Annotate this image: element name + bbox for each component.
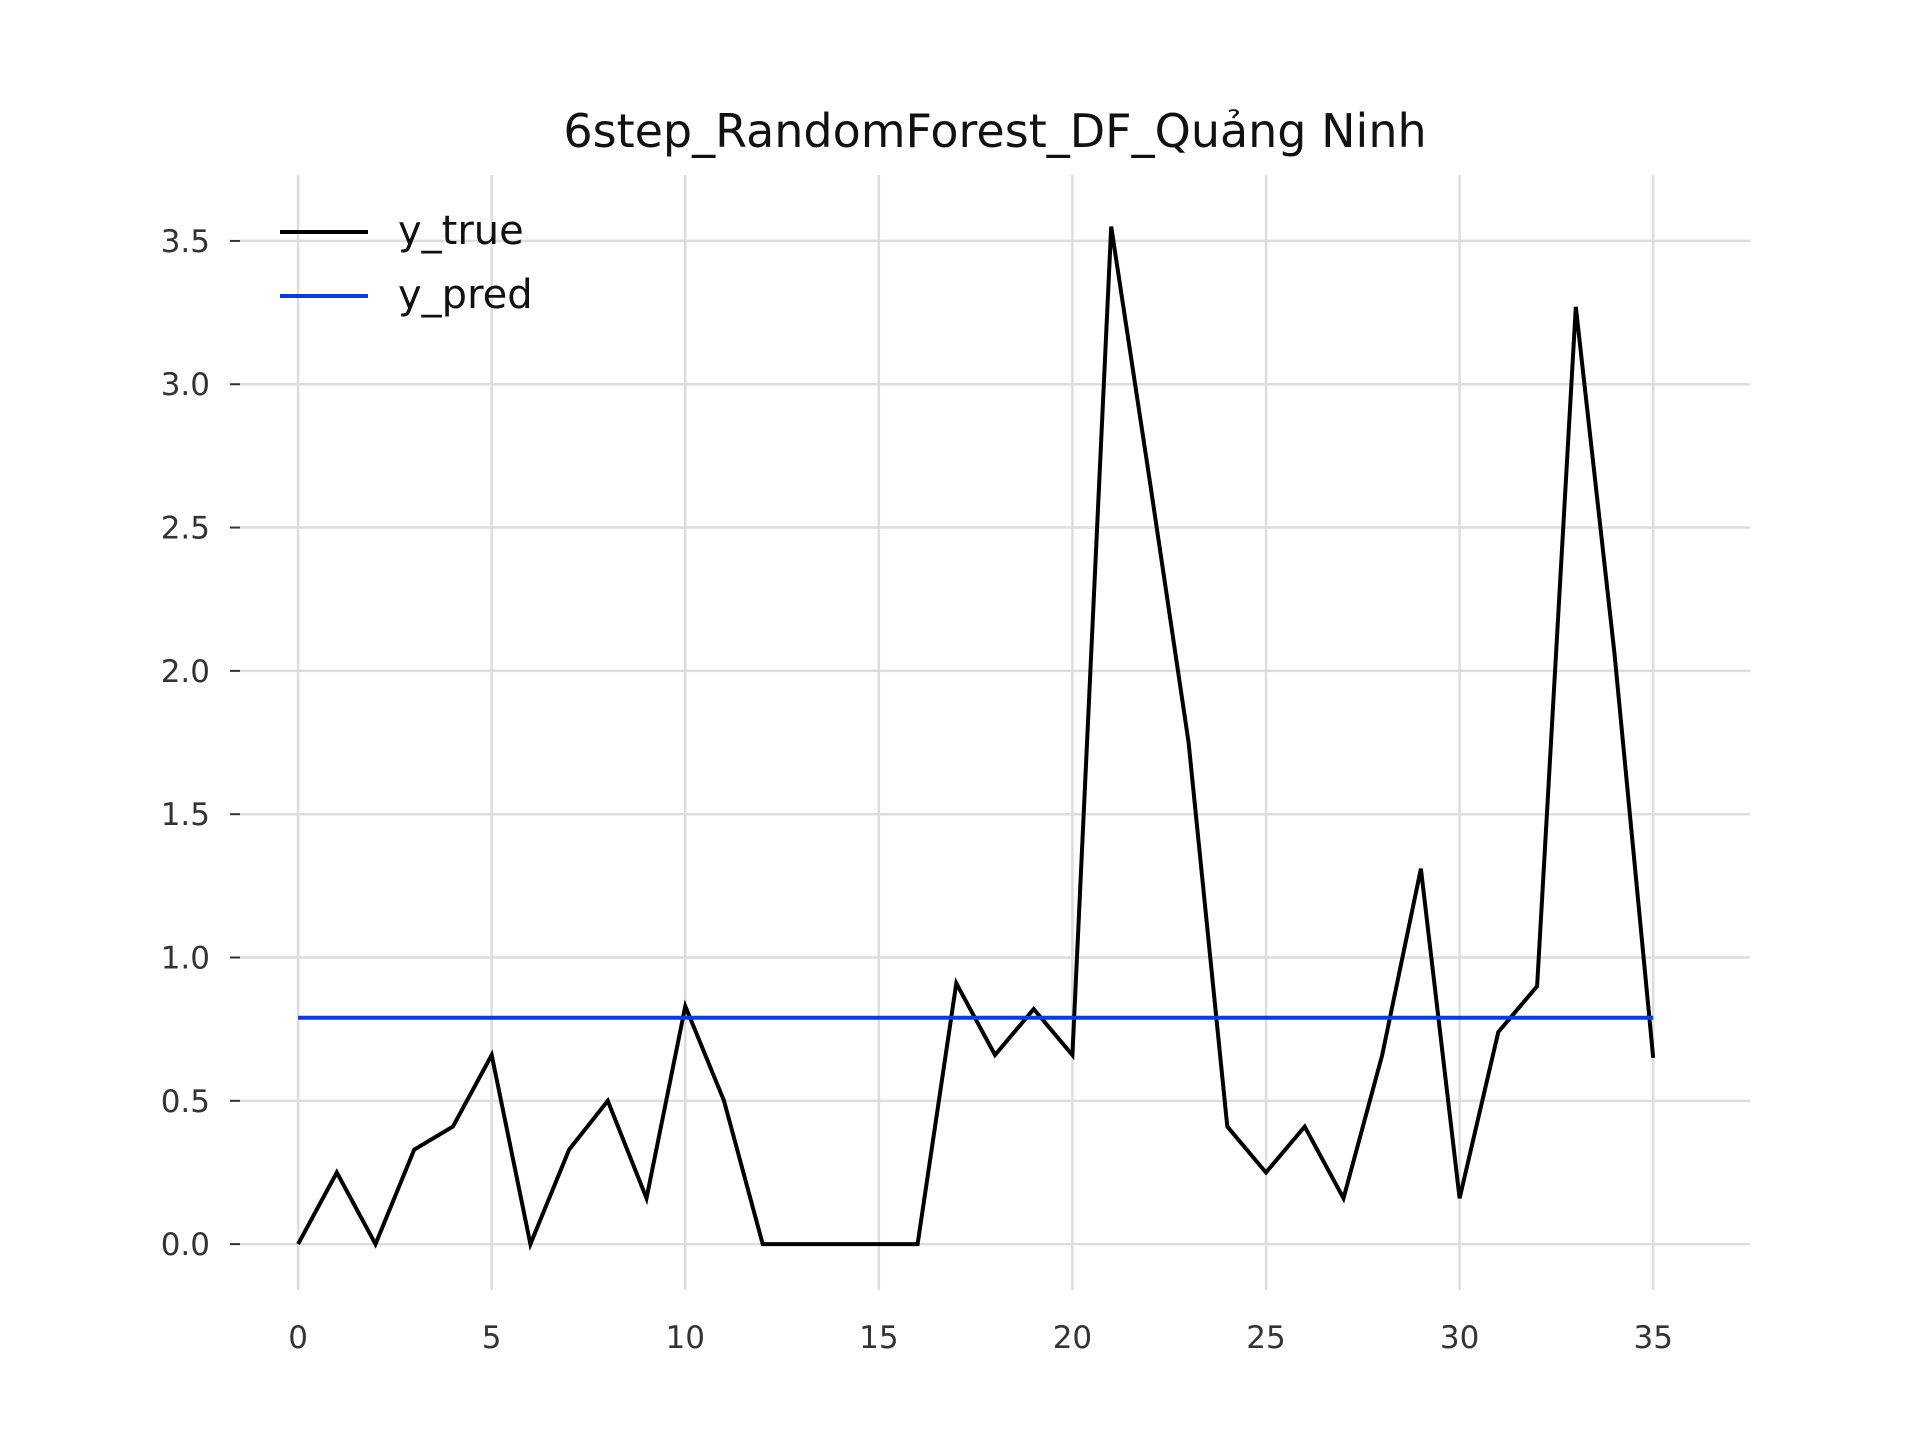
ticks: 0.0 0.5 1.0 1.5 2.0 2.5 3.0 3.5 0 5 10 15 20 25 30 35 <box>161 224 1673 1356</box>
y-tick-label: 0.5 <box>161 1084 210 1120</box>
x-tick-label: 10 <box>666 1320 705 1356</box>
legend-label: y_true <box>398 208 524 254</box>
series <box>296 226 1656 1251</box>
y-tick-label: 1.0 <box>161 941 210 977</box>
chart-title: 6step_RandomForest_DF_Quảng Ninh <box>563 104 1426 158</box>
y-tick-label: 2.5 <box>161 511 210 547</box>
x-tick-label: 15 <box>859 1320 898 1356</box>
x-tick-label: 30 <box>1440 1320 1479 1356</box>
y-tick-label: 0.0 <box>161 1227 210 1263</box>
x-tick-label: 5 <box>482 1320 502 1356</box>
x-tick-label: 20 <box>1053 1320 1092 1356</box>
x-tick-label: 25 <box>1246 1320 1285 1356</box>
grid <box>240 175 1750 1290</box>
y-tick-label: 3.5 <box>161 224 210 260</box>
x-tick-label: 0 <box>288 1320 308 1356</box>
x-tick-label: 35 <box>1633 1320 1672 1356</box>
y-tick-label: 1.5 <box>161 797 210 833</box>
legend: y_true y_pred <box>280 208 533 318</box>
legend-label: y_pred <box>398 272 533 318</box>
y-tick-label: 3.0 <box>161 367 210 403</box>
series-line-y-true <box>296 226 1656 1251</box>
y-tick-label: 2.0 <box>161 654 210 690</box>
